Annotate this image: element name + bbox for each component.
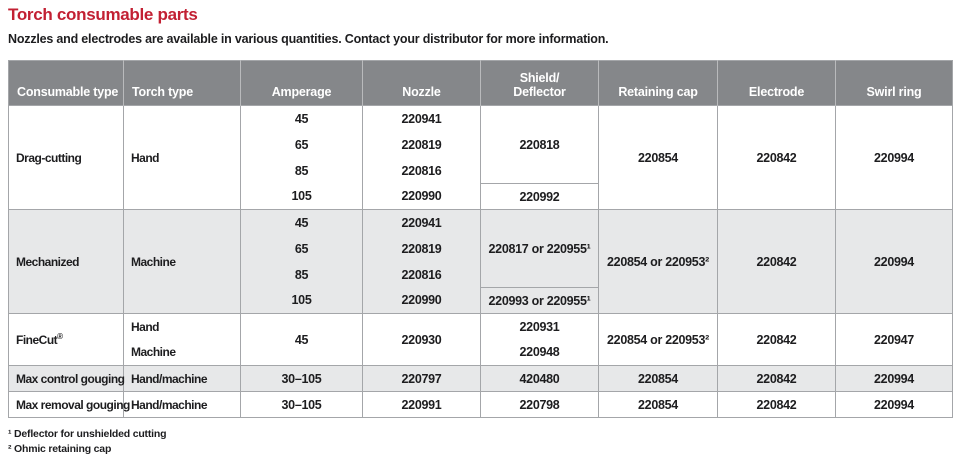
cell-shield: 220992 xyxy=(480,183,599,210)
column-header-amperage: Amperage xyxy=(240,60,363,106)
cell-nozzle: 220797 xyxy=(362,365,481,392)
cell-shield: 420480 xyxy=(480,365,599,392)
cell-consumable-type: Drag-cutting xyxy=(8,105,124,210)
cell-nozzle: 220819 xyxy=(362,131,481,158)
cell-swirl-ring: 220994 xyxy=(835,365,953,392)
cell-torch-type: Hand/machine xyxy=(123,391,241,418)
cell-nozzle: 220816 xyxy=(362,261,481,288)
cell-nozzle: 220941 xyxy=(362,209,481,236)
cell-amperage: 30–105 xyxy=(240,391,363,418)
cell-nozzle: 220819 xyxy=(362,235,481,262)
column-header-torch-type: Torch type xyxy=(123,60,241,106)
page-subtitle: Nozzles and electrodes are available in … xyxy=(8,32,609,46)
column-header-retaining-cap: Retaining cap xyxy=(598,60,718,106)
column-header-consumable-type: Consumable type xyxy=(8,60,124,106)
cell-nozzle: 220930 xyxy=(362,313,481,366)
cell-retaining-cap: 220854 xyxy=(598,105,718,210)
table-row: Drag-cutting Hand 45 220941 220818 22085… xyxy=(8,105,953,210)
header-row: Consumable type Torch type Amperage Nozz… xyxy=(8,60,953,106)
cell-shield: 220818 xyxy=(480,105,599,184)
cell-consumable-type: Max control gouging xyxy=(8,365,125,392)
consumable-label: FineCut xyxy=(16,332,58,347)
cell-torch-type: Hand xyxy=(123,105,241,210)
table-row: Max removal gouging Hand/machine 30–105 … xyxy=(8,391,953,418)
cell-amperage: 105 xyxy=(240,183,363,210)
column-header-nozzle: Nozzle xyxy=(362,60,481,106)
cell-electrode: 220842 xyxy=(717,105,836,210)
cell-electrode: 220842 xyxy=(717,313,836,366)
cell-nozzle: 220941 xyxy=(362,105,481,132)
column-header-shield-deflector: Shield/ Deflector xyxy=(480,60,599,106)
cell-electrode: 220842 xyxy=(717,391,836,418)
cell-amperage: 45 xyxy=(240,313,363,366)
table-row: 105 220990 220992 xyxy=(9,183,953,210)
cell-shield: 220931 xyxy=(480,313,599,340)
cell-consumable-type: Mechanized xyxy=(8,209,124,314)
cell-nozzle: 220990 xyxy=(362,183,481,210)
cell-shield: 220948 xyxy=(480,339,599,366)
cell-nozzle: 220816 xyxy=(362,157,481,184)
cell-amperage: 45 xyxy=(240,105,363,132)
cell-consumable-type: FineCut® xyxy=(8,313,124,366)
cell-amperage: 85 xyxy=(240,157,363,184)
footnote-ohmic: ² Ohmic retaining cap xyxy=(8,443,112,454)
cell-amperage: 105 xyxy=(240,287,363,314)
table-row: 65 220819 xyxy=(9,131,953,158)
column-header-swirl-ring: Swirl ring xyxy=(835,60,953,106)
page-title: Torch consumable parts xyxy=(8,5,198,24)
cell-consumable-type: Max removal gouging xyxy=(8,391,130,418)
cell-amperage: 65 xyxy=(240,235,363,262)
cell-retaining-cap: 220854 or 220953² xyxy=(598,313,718,366)
cell-shield: 220993 or 220955¹ xyxy=(480,287,599,314)
cell-swirl-ring: 220947 xyxy=(835,313,953,366)
cell-nozzle: 220990 xyxy=(362,287,481,314)
footnote-deflector: ¹ Deflector for unshielded cutting xyxy=(8,428,167,440)
cell-amperage: 30–105 xyxy=(240,365,363,392)
cell-retaining-cap: 220854 xyxy=(598,365,718,392)
cell-shield: 220798 xyxy=(480,391,599,418)
table-row: Mechanized Machine 45 220941 220817 or 2… xyxy=(8,209,953,314)
cell-amperage: 65 xyxy=(240,131,363,158)
table-row: 65 220819 xyxy=(9,235,953,262)
cell-swirl-ring: 220994 xyxy=(835,105,953,210)
table-row: 85 220816 xyxy=(9,261,953,288)
table-row: 85 220816 xyxy=(9,157,953,184)
column-header-electrode: Electrode xyxy=(717,60,836,106)
table-row: 105 220990 220993 or 220955¹ xyxy=(9,287,953,314)
registered-trademark-symbol: ® xyxy=(57,331,64,341)
consumables-table: Consumable type Torch type Amperage Nozz… xyxy=(8,60,953,418)
cell-nozzle: 220991 xyxy=(362,391,481,418)
cell-retaining-cap: 220854 xyxy=(598,391,718,418)
cell-torch-type: Machine xyxy=(123,339,241,366)
cell-amperage: 85 xyxy=(240,261,363,288)
cell-swirl-ring: 220994 xyxy=(835,391,953,418)
cell-torch-type: Hand xyxy=(123,313,241,340)
cell-torch-type: Hand/machine xyxy=(123,365,241,392)
cell-torch-type: Machine xyxy=(123,209,241,314)
cell-shield: 220817 or 220955¹ xyxy=(480,209,599,288)
cell-amperage: 45 xyxy=(240,209,363,236)
table-row: Machine 220948 xyxy=(9,339,953,366)
table-header: Consumable type Torch type Amperage Nozz… xyxy=(8,60,953,106)
cell-retaining-cap: 220854 or 220953² xyxy=(598,209,718,314)
footnotes: ¹ Deflector for unshielded cutting ² Ohm… xyxy=(8,427,952,454)
cell-swirl-ring: 220994 xyxy=(835,209,953,314)
cell-electrode: 220842 xyxy=(717,209,836,314)
table-row: FineCut® Hand 45 220930 220931 220854 or… xyxy=(8,313,953,366)
table-row: Max control gouging Hand/machine 30–105 … xyxy=(8,365,953,392)
cell-electrode: 220842 xyxy=(717,365,836,392)
